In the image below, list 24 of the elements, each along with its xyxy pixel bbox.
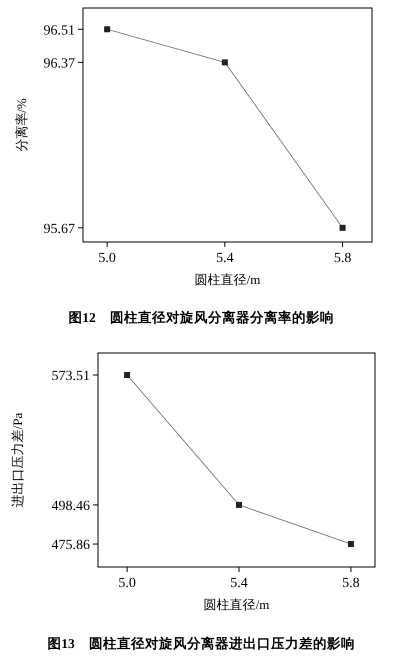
x-tick-label: 5.8 — [334, 251, 352, 266]
x-axis-title: 圆柱直径/m — [194, 272, 260, 287]
x-tick-label: 5.4 — [216, 251, 234, 266]
point — [222, 59, 228, 66]
point — [348, 541, 354, 548]
x-tick-label: 5.8 — [342, 576, 360, 591]
y-tick-label: 96.51 — [44, 23, 75, 38]
point — [124, 372, 130, 378]
y-tick-label: 96.37 — [44, 56, 75, 72]
text: 图13 圆柱直径对旋风分离器进出口压力差的影响 — [47, 635, 355, 651]
x-tick-label: 5.0 — [118, 576, 136, 591]
y-tick-label: 498.46 — [52, 498, 90, 514]
point — [340, 224, 346, 231]
text: 图12 圆柱直径对旋风分离器分离率的影响 — [68, 309, 334, 325]
point — [236, 502, 242, 508]
y-tick-label: 475.86 — [52, 538, 90, 554]
point — [104, 26, 110, 32]
y-axis-title: 分离率/% — [14, 98, 29, 152]
y-axis-title: 进出口压力差/Pa — [10, 412, 25, 508]
x-axis-title: 圆柱直径/m — [204, 597, 270, 612]
y-tick-label: 573.51 — [52, 368, 90, 384]
x-tick-label: 5.4 — [230, 576, 248, 591]
y-tick-label: 95.67 — [44, 222, 75, 237]
x-tick-label: 5.0 — [98, 251, 116, 266]
